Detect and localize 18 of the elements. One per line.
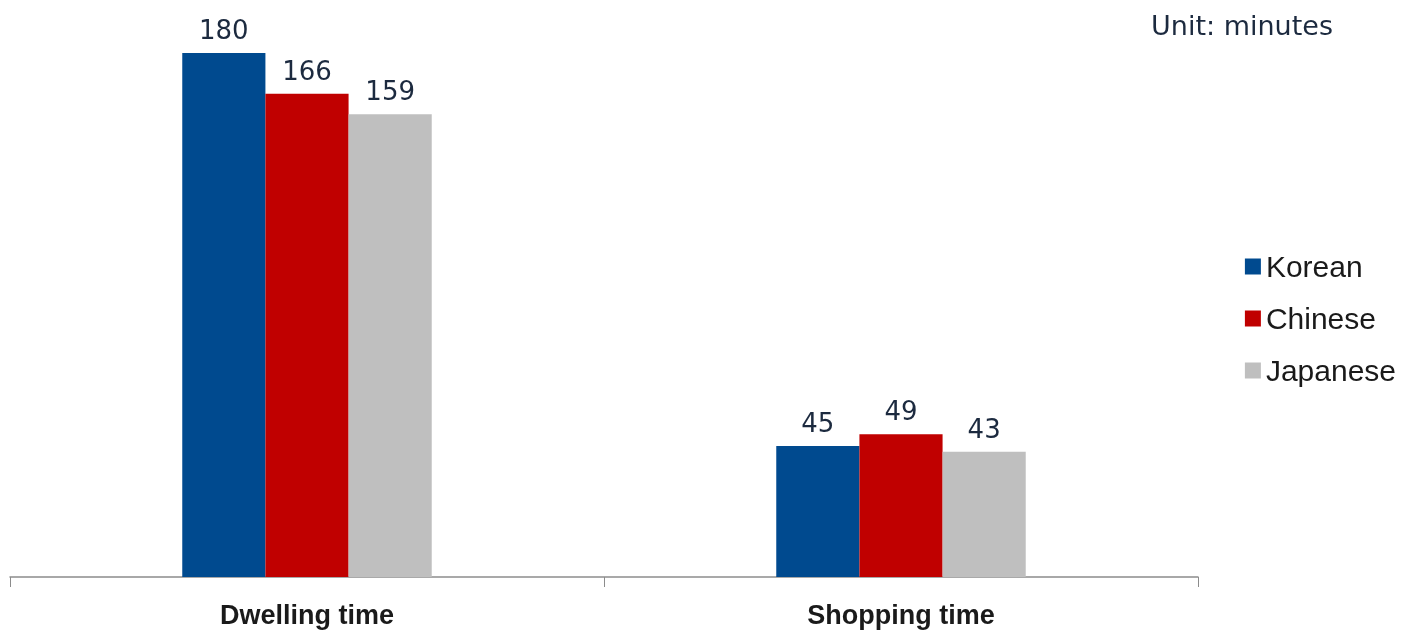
bar bbox=[942, 451, 1026, 577]
x-tick-label: Shopping time bbox=[807, 599, 995, 630]
bar bbox=[776, 446, 860, 577]
legend-label: Chinese bbox=[1265, 302, 1376, 335]
legend-label: Korean bbox=[1265, 250, 1363, 283]
data-label: 43 bbox=[967, 413, 1001, 444]
data-label: 45 bbox=[801, 408, 835, 438]
x-tick-label: Dwelling time bbox=[219, 599, 395, 630]
bar bbox=[182, 53, 266, 577]
text: Unit: minutes bbox=[1151, 10, 1333, 41]
data-label: 159 bbox=[365, 76, 415, 107]
bar bbox=[265, 93, 349, 577]
bar bbox=[859, 434, 943, 577]
data-label: 180 bbox=[199, 15, 249, 45]
legend-label: Japanese bbox=[1265, 354, 1396, 387]
data-label: 49 bbox=[884, 396, 918, 427]
bar bbox=[348, 114, 432, 577]
data-label: 166 bbox=[282, 55, 332, 86]
